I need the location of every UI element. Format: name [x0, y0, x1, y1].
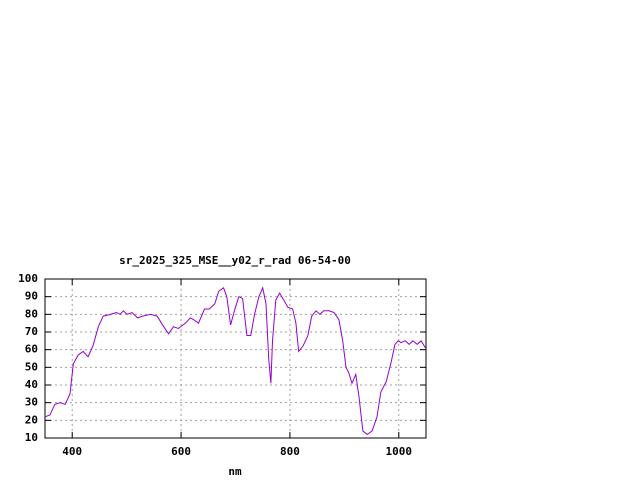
x-tick-label: 1000	[386, 445, 413, 458]
y-tick-label: 20	[25, 413, 38, 426]
x-tick-label: 600	[171, 445, 191, 458]
y-tick-label: 70	[25, 325, 38, 338]
x-tick-label: 800	[280, 445, 300, 458]
y-tick-label: 100	[18, 272, 38, 285]
y-tick-label: 50	[25, 360, 38, 373]
y-tick-label: 80	[25, 307, 38, 320]
x-axis-label: nm	[228, 465, 242, 478]
data-line	[44, 286, 426, 436]
y-tick-label: 10	[25, 431, 38, 444]
x-tick-label: 400	[62, 445, 82, 458]
plot-frame	[44, 278, 427, 439]
y-tick-label: 30	[25, 396, 38, 409]
y-tick-label: 40	[25, 378, 38, 391]
y-tick-label: 90	[25, 290, 38, 303]
chart-title: sr_2025_325_MSE__y02_r_rad 06-54-00	[119, 254, 351, 267]
y-tick-label: 60	[25, 343, 38, 356]
